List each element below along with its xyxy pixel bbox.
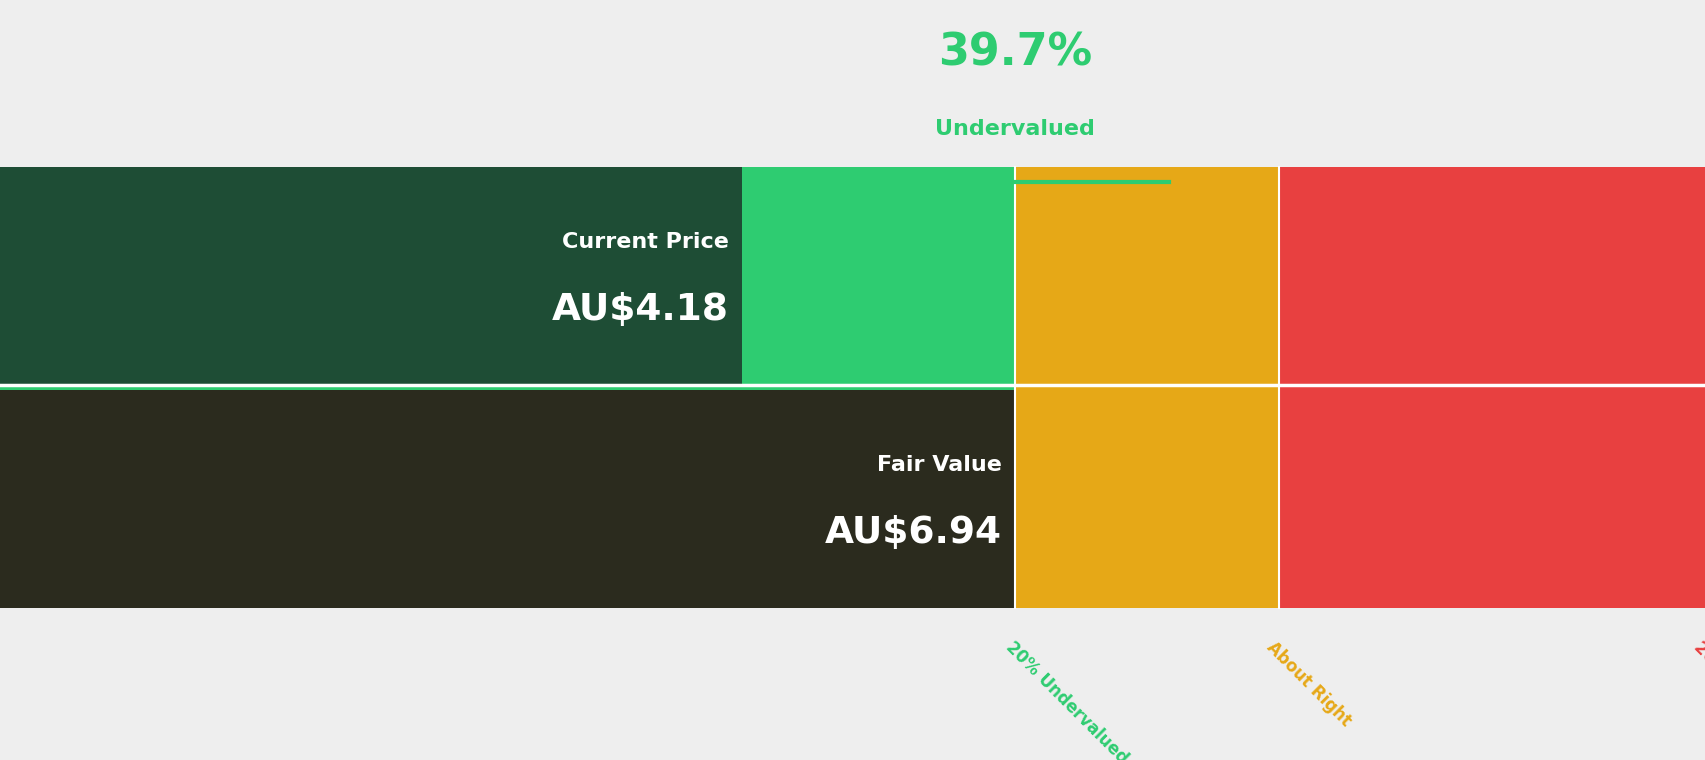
Text: 20% Overvalued: 20% Overvalued — [1690, 638, 1705, 759]
Text: Undervalued: Undervalued — [934, 119, 1095, 139]
Text: About Right: About Right — [1263, 638, 1354, 730]
Text: Current Price: Current Price — [561, 232, 728, 252]
Text: 20% Undervalued: 20% Undervalued — [1003, 638, 1130, 760]
Text: AU$4.18: AU$4.18 — [551, 293, 728, 328]
Bar — [0, 390, 1014, 608]
Text: 39.7%: 39.7% — [938, 32, 1091, 74]
Bar — [0, 167, 1014, 608]
Bar — [0, 167, 742, 385]
Text: Fair Value: Fair Value — [876, 454, 1001, 475]
Bar — [1014, 167, 1279, 608]
Bar — [1279, 167, 1705, 608]
Text: AU$6.94: AU$6.94 — [824, 515, 1001, 551]
